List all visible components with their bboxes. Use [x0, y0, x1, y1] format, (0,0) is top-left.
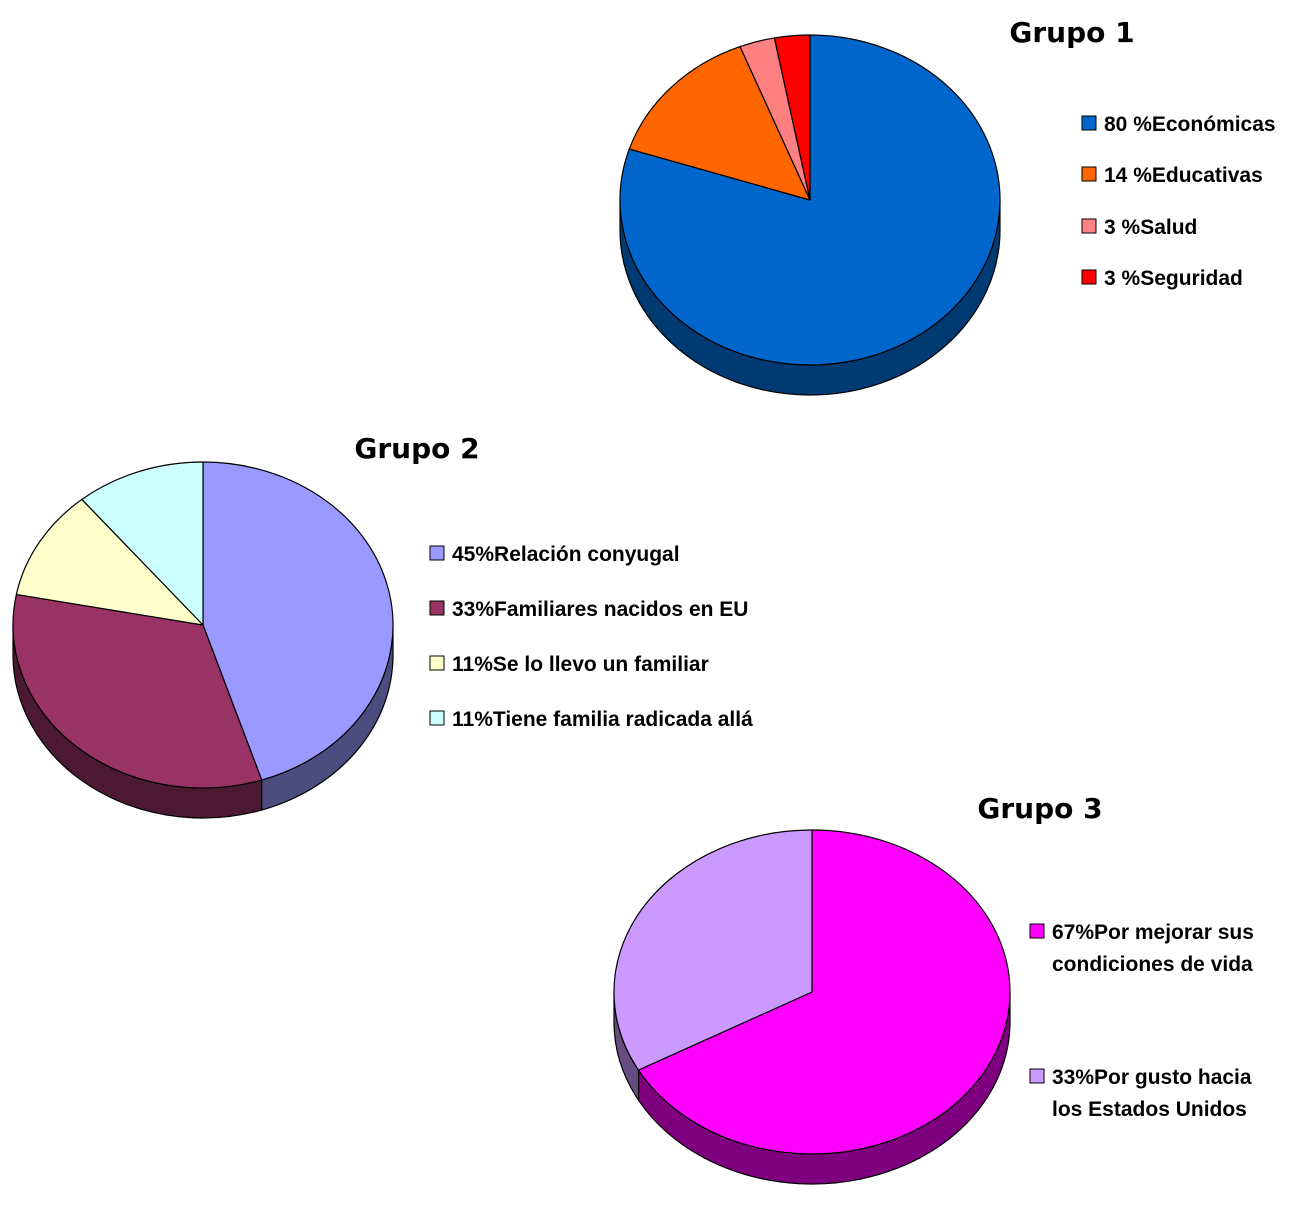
chart-grupo-3: Grupo 3 67%Por mejorar sus condiciones de…: [613, 792, 1254, 1185]
pie-slice: [773, 34, 811, 201]
pie-slice: [202, 461, 394, 781]
legend-label: Seguridad: [1140, 267, 1243, 290]
svg-text:14 %Educativas: 14 %Educativas: [1104, 164, 1263, 187]
legend-label: Tiene familia radicada allá: [493, 708, 753, 731]
chart-title: Grupo 2: [354, 432, 479, 465]
legend-swatch: [1081, 166, 1097, 182]
legend-swatch: [1029, 923, 1045, 939]
pie-slice: [12, 593, 263, 789]
legend-label: Económicas: [1152, 113, 1276, 136]
legend-percent: 11%: [452, 653, 493, 676]
pie-slice: [81, 461, 204, 626]
legend-percent: 11%: [452, 708, 493, 731]
legend-percent: 3 %: [1104, 216, 1141, 239]
legend-swatch: [1081, 269, 1097, 285]
legend-item: 11%Tiene familia radicada allá: [429, 708, 753, 731]
legend-swatch: [1081, 115, 1097, 131]
legend-label: Por gusto hacia: [1094, 1066, 1252, 1089]
pie-slice: [619, 34, 1001, 366]
legend-percent: 3 %: [1104, 267, 1141, 290]
legend-item: 14 %Educativas: [1081, 164, 1263, 187]
legend-label: Por mejorar sus: [1094, 921, 1254, 944]
legend-percent: 33%: [452, 598, 494, 621]
legend-item: 3 %Seguridad: [1081, 267, 1243, 290]
legend-label: Familiares nacidos en EU: [494, 598, 748, 621]
chart-title: Grupo 3: [977, 792, 1102, 825]
legend-item: 45%Relación conyugal: [429, 543, 680, 566]
legend-grupo-2: 45%Relación conyugal 33%Familiares nacid…: [429, 543, 753, 731]
legend-label: Relación conyugal: [494, 543, 680, 566]
pie-slice: [613, 829, 813, 1071]
legend-percent: 14 %: [1104, 164, 1152, 187]
legend-percent: 33%: [1052, 1066, 1094, 1089]
legend-label: Se lo llevo un familiar: [493, 653, 709, 676]
svg-text:45%Relación conyugal: 45%Relación conyugal: [452, 543, 680, 566]
chart-grupo-1: Grupo 1 80 %Económicas 14 %Educativas 3 …: [619, 16, 1276, 396]
svg-text:11%Se lo llevo un familiar: 11%Se lo llevo un familiar: [452, 653, 709, 676]
legend-item: 67%Por mejorar sus condiciones de vida: [1029, 921, 1254, 976]
chart-grupo-2: Grupo 2 45%Relación conyugal 33%Familiar…: [12, 432, 753, 819]
legend-item: 11%Se lo llevo un familiar: [429, 653, 709, 676]
legend-swatch: [429, 600, 445, 616]
legend-percent: 67%: [1052, 921, 1094, 944]
pie-grupo-2: [12, 461, 394, 819]
legend-percent: 80 %: [1104, 113, 1152, 136]
legend-grupo-3: 67%Por mejorar sus condiciones de vida 33…: [1029, 921, 1254, 1121]
chart-title: Grupo 1: [1009, 16, 1134, 49]
pie-slice: [637, 829, 1011, 1155]
pie-slice: [628, 45, 811, 201]
legend-swatch: [1029, 1068, 1045, 1084]
svg-text:11%Tiene familia radicada allá: 11%Tiene familia radicada allá: [452, 708, 753, 731]
svg-text:3 %Salud: 3 %Salud: [1104, 216, 1197, 239]
svg-text:80 %Económicas: 80 %Económicas: [1104, 113, 1276, 136]
legend-item: 33%Por gusto hacia los Estados Unidos: [1029, 1066, 1252, 1121]
legend-item: 3 %Salud: [1081, 216, 1197, 239]
svg-text:33%Familiares nacidos en EU: 33%Familiares nacidos en EU: [452, 598, 748, 621]
pie-grupo-1: [619, 34, 1001, 396]
legend-swatch: [429, 710, 445, 726]
legend-swatch: [429, 655, 445, 671]
legend-grupo-1: 80 %Económicas 14 %Educativas 3 %Salud 3…: [1081, 113, 1276, 290]
legend-swatch: [1081, 218, 1097, 234]
svg-text:3 %Seguridad: 3 %Seguridad: [1104, 267, 1243, 290]
legend-label: Educativas: [1152, 164, 1263, 187]
pie-slice: [15, 498, 204, 626]
legend-item: 80 %Económicas: [1081, 113, 1276, 136]
pie-grupo-3: [613, 829, 1011, 1185]
legend-item: 33%Familiares nacidos en EU: [429, 598, 748, 621]
legend-swatch: [429, 545, 445, 561]
legend-percent: 45%: [452, 543, 494, 566]
legend-label: Salud: [1140, 216, 1197, 239]
